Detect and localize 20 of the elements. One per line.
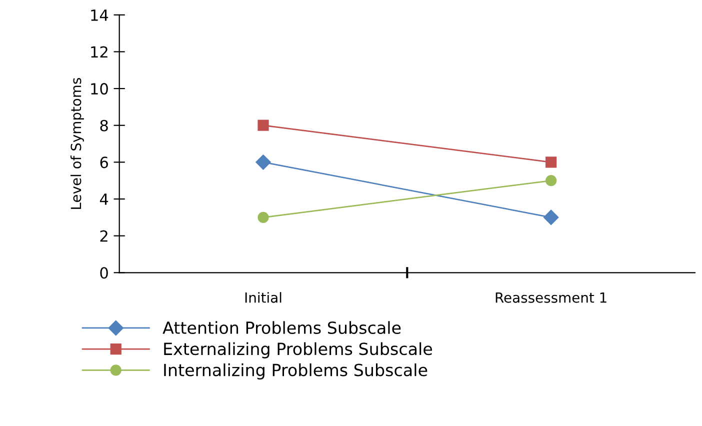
- legend-label: Externalizing Problems Subscale: [164, 342, 432, 358]
- x-tick-label: Reassessment 1: [496, 292, 606, 303]
- y-tick-label: 2: [100, 230, 108, 242]
- y-tick-label: 8: [100, 120, 108, 132]
- y-tick-label: 12: [91, 46, 108, 58]
- y-tick-label: 14: [91, 10, 108, 21]
- legend-label: Attention Problems Subscale: [162, 321, 401, 334]
- x-tick-label: Initial: [245, 292, 282, 303]
- legend-label: Internalizing Problems Subscale: [164, 363, 428, 380]
- point: [546, 156, 557, 168]
- y-tick-label: 6: [100, 156, 108, 168]
- point: [258, 120, 269, 131]
- y-tick-label: 0: [100, 267, 108, 279]
- y-tick-label: 10: [91, 83, 108, 95]
- point: [546, 175, 557, 186]
- point: [256, 154, 271, 170]
- point: [258, 212, 269, 223]
- y-axis-title: Level of Symptoms: [70, 78, 84, 209]
- y-tick-label: 4: [100, 194, 108, 205]
- point: [544, 210, 559, 225]
